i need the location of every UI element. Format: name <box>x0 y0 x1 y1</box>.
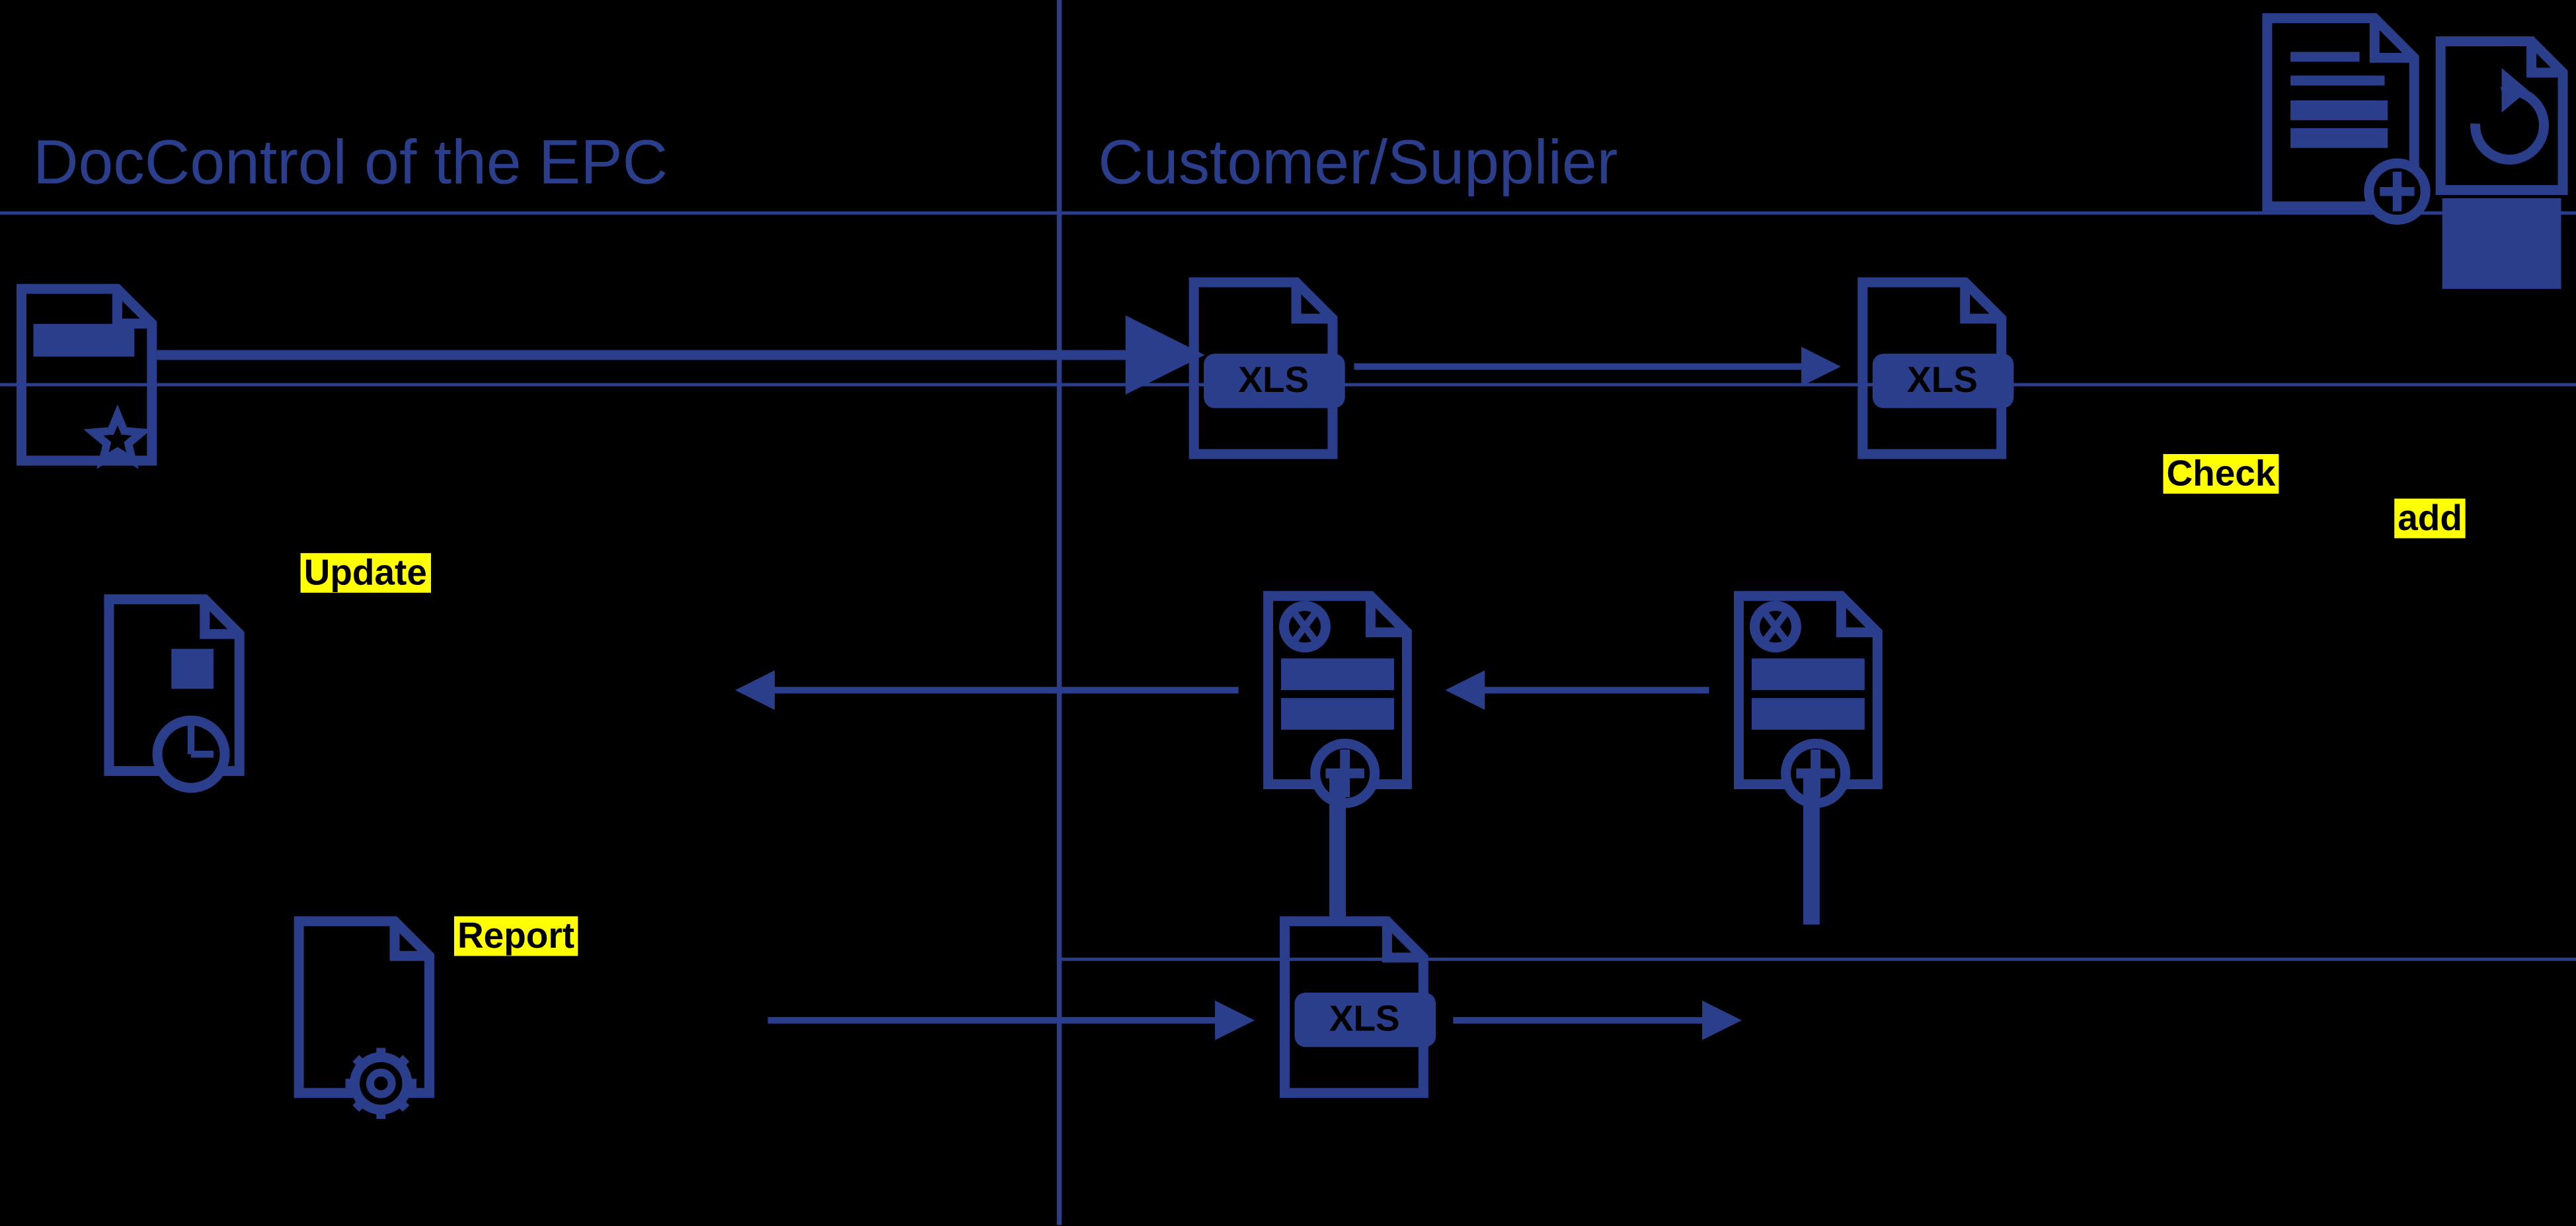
flow-arrows <box>0 0 2576 1225</box>
